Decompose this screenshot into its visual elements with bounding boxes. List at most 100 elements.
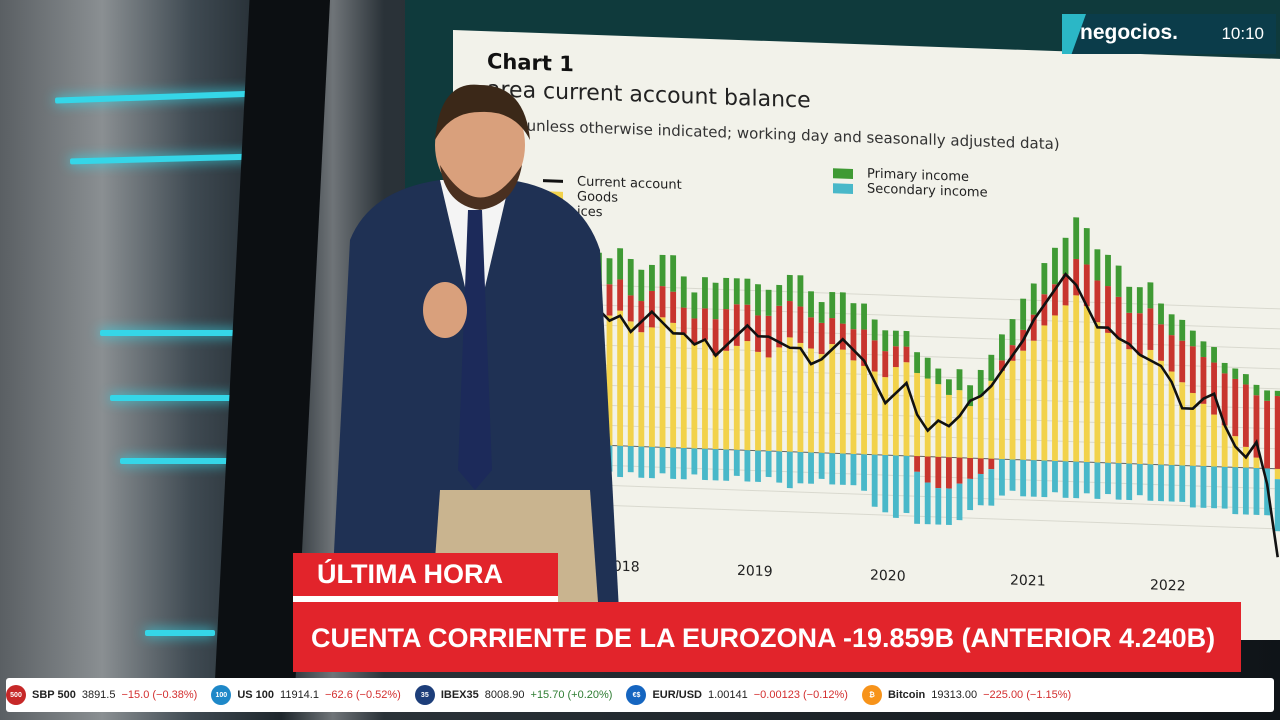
services-bar [1221,373,1228,426]
primary-income-bar [1253,384,1260,396]
secondary-income-bar [892,455,899,518]
eurusd-icon: €$ [626,685,647,705]
secondary-income-bar [850,453,857,486]
primary-income-bar [627,258,634,296]
secondary-income-bar [1041,460,1048,498]
primary-income-bar [1200,341,1207,358]
gridline [583,304,1280,330]
secondary-income-bar [1052,460,1058,493]
primary-income-bar [903,330,910,347]
goods-bar [1094,322,1101,463]
primary-income-bar [1083,228,1090,265]
secondary-income-bar [1221,466,1228,509]
primary-income-bar [638,269,645,302]
primary-income-bar [914,352,921,374]
secondary-income-bar [776,451,783,483]
goods-bar [1052,315,1058,462]
services-bar [786,300,793,338]
primary-income-bar [882,330,889,352]
goods-bar [733,345,740,451]
gridline [583,344,1280,370]
goods-bar [786,337,793,452]
secondary-income-bar [1253,467,1260,515]
primary-income-bar [680,276,687,308]
services-bar [839,323,846,350]
goods-bar [1189,392,1196,466]
goods-bar [999,370,1005,460]
gridline [583,324,1280,350]
goods-bar [659,317,666,448]
led-strip [110,395,235,401]
secondary-income-bar [755,450,761,482]
goods-bar [1253,457,1260,469]
goods-bar [1168,371,1175,466]
services-bar [627,295,634,322]
primary-income-bar [808,291,814,318]
services-bar [776,305,783,348]
goods-bar [638,332,645,447]
primary-income-bar [765,289,772,316]
secondary-income-bar [1062,461,1069,498]
services-bar [659,286,666,318]
primary-income-bar [1052,247,1058,285]
goods-bar [765,357,772,452]
gridline [583,284,1280,310]
primary-income-bar [1242,373,1249,385]
secondary-income-bar [1126,463,1133,501]
goods-bar [1221,425,1228,468]
secondary-income-bar [1232,467,1239,515]
primary-income-bar [786,274,793,302]
primary-income-bar [617,248,624,280]
services-bar [808,317,814,349]
goods-bar [924,378,931,457]
primary-income-bar [1232,368,1239,380]
headline-banner: CUENTA CORRIENTE DE LA EUROZONA -19.859B… [293,602,1241,672]
led-strip [120,458,230,464]
primary-income-bar [691,292,698,319]
led-strip [100,330,240,336]
secondary-income-bar [1242,467,1249,515]
goods-bar [1073,295,1080,462]
services-bar [1115,296,1122,339]
primary-income-bar [818,301,825,323]
services-bar [617,279,624,311]
secondary-income-bar [1168,464,1175,502]
goods-bar [1115,338,1122,464]
secondary-income-bar [935,488,942,525]
led-strip [145,630,215,636]
services-bar [1062,274,1069,306]
services-bar [755,315,761,352]
gridline [583,424,1280,450]
services-bar [914,456,921,472]
secondary-income-bar [1136,463,1143,496]
goods-bar [1041,325,1048,461]
primary-income-bar [892,330,899,347]
primary-income-bar [1221,362,1228,374]
gridline [583,504,1280,530]
secondary-income-bar [988,469,995,506]
primary-income-bar [670,255,677,292]
goods-bar [808,348,814,453]
secondary-income-bar [829,453,836,485]
services-bar [945,457,952,489]
secondary-income-bar [1200,466,1207,508]
goods-bar [1211,414,1217,467]
secondary-income-bar [818,452,825,479]
secondary-income-bar [903,455,910,514]
primary-income-bar [1020,298,1027,331]
primary-income-bar [1062,237,1069,275]
goods-bar [1105,332,1111,463]
services-bar [1232,378,1239,437]
primary-income-bar [935,368,942,385]
secondary-income-bar [924,482,931,525]
services-bar [850,329,857,361]
goods-bar [723,350,730,450]
primary-income-bar [945,379,952,396]
services-bar [967,457,974,479]
primary-income-bar [1126,286,1133,313]
services-bar [1274,395,1280,469]
services-bar [638,300,645,333]
primary-income-bar [1168,314,1175,336]
goods-bar [829,343,836,454]
goods-bar [871,371,878,455]
